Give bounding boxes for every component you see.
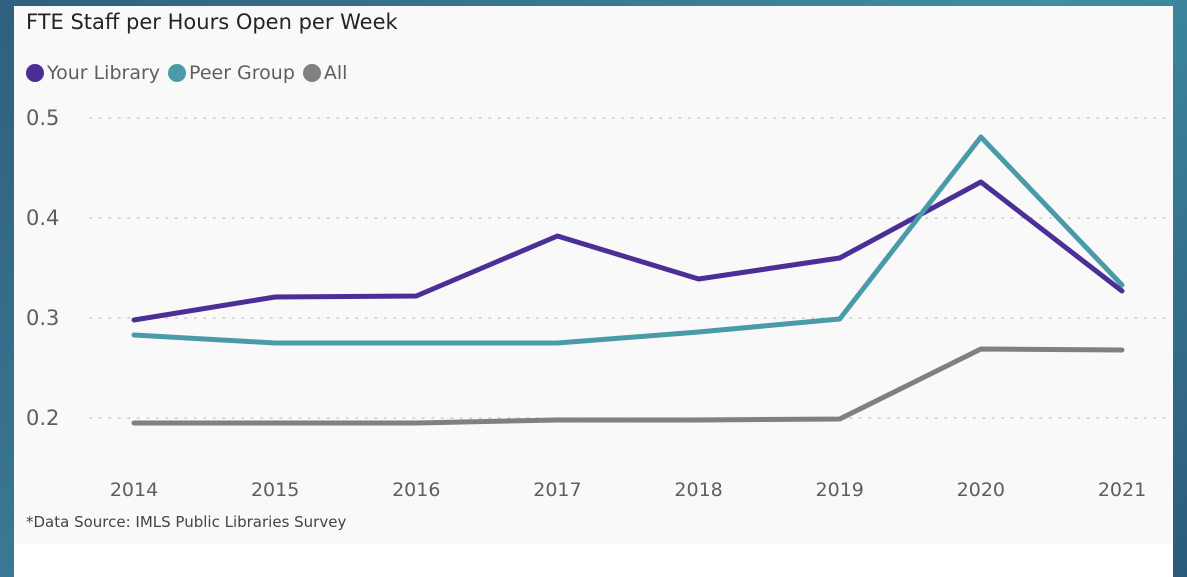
y-axis: 0.5 0.4 0.3 0.2 <box>26 106 59 430</box>
x-tick-label: 2020 <box>957 479 1005 501</box>
gridlines <box>89 117 1173 419</box>
y-tick-label: 0.4 <box>26 206 59 230</box>
series-line-all[interactable] <box>131 346 1125 426</box>
legend-item-peer-group[interactable]: Peer Group <box>168 62 295 84</box>
x-tick-label: 2016 <box>392 479 440 501</box>
x-tick-label: 2021 <box>1098 479 1146 501</box>
x-tick-label: 2014 <box>110 479 158 501</box>
x-tick-label: 2015 <box>251 479 299 501</box>
legend-dot-your-library-icon <box>26 64 44 82</box>
legend-dot-peer-group-icon <box>168 64 187 82</box>
x-tick-label: 2018 <box>674 479 722 501</box>
chart-panel: FTE Staff per Hours Open per Week Your L… <box>14 6 1173 577</box>
series-line-peer-group[interactable] <box>131 134 1125 346</box>
y-tick-label: 0.2 <box>26 406 59 430</box>
x-tick-label: 2019 <box>816 479 864 501</box>
legend-label-all: All <box>323 62 348 84</box>
legend-label-your-library: Your Library <box>47 62 161 84</box>
legend-item-all[interactable]: All <box>302 62 348 84</box>
legend-label-peer-group: Peer Group <box>189 62 295 84</box>
legend-dot-all-icon <box>302 64 321 82</box>
chart-title: FTE Staff per Hours Open per Week <box>26 10 398 34</box>
y-tick-label: 0.3 <box>26 306 59 330</box>
line-chart-plot: 0.5 0.4 0.3 0.2 2014 2015 2016 2017 2018 2019 202… <box>26 106 1173 501</box>
chart-card: FTE Staff per Hours Open per Week Your L… <box>14 6 1173 544</box>
series-line-your-library[interactable] <box>131 179 1125 323</box>
x-tick-label: 2017 <box>533 479 581 501</box>
legend-item-your-library[interactable]: Your Library <box>26 62 160 84</box>
series-lines <box>131 134 1125 426</box>
x-axis: 2014 2015 2016 2017 2018 2019 2020 2021 <box>110 479 1146 501</box>
data-source-footnote: *Data Source: IMLS Public Libraries Surv… <box>26 513 347 531</box>
y-tick-label: 0.5 <box>26 106 59 130</box>
chart-legend: Your Library Peer Group All <box>26 62 355 84</box>
